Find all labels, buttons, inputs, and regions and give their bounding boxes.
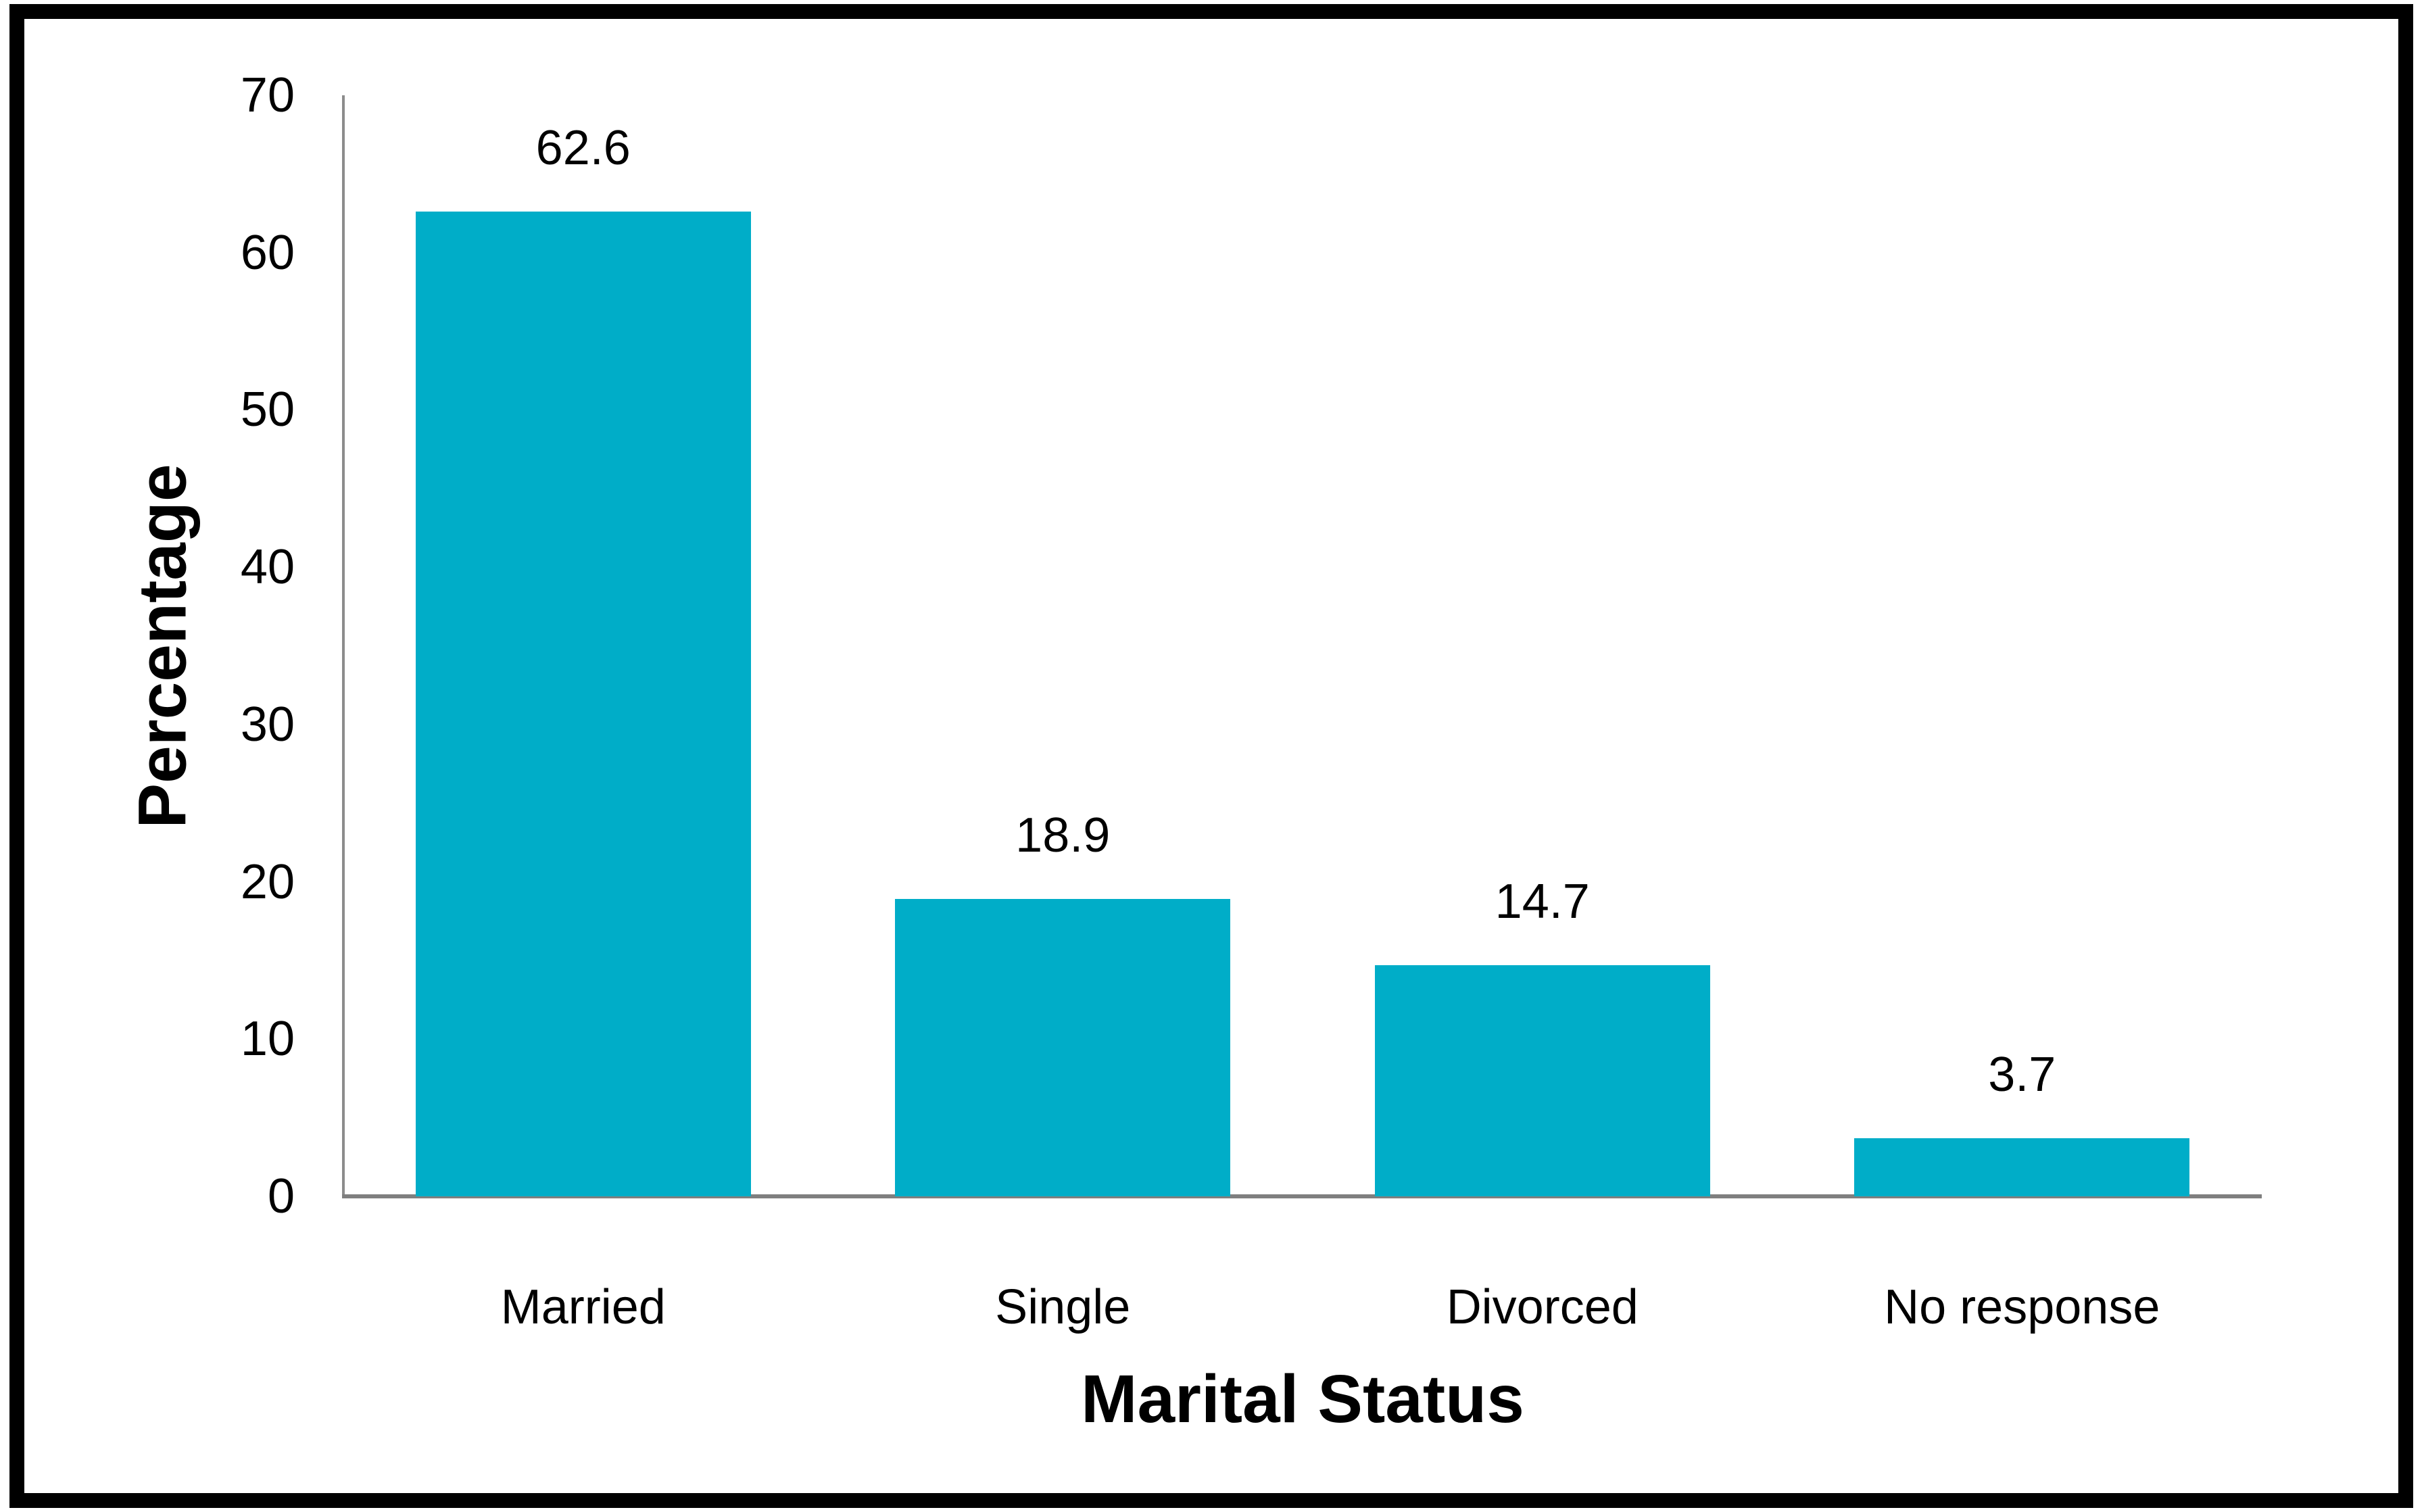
y-tick-label: 50 [240, 383, 295, 437]
bar-value-label: 62.6 [535, 121, 631, 176]
category-label: Divorced [1446, 1280, 1639, 1334]
bars-container: 62.6 18.9 14.7 3.7 [343, 95, 2262, 1196]
bar [895, 899, 1231, 1196]
y-axis-title: Percentage [124, 464, 201, 829]
y-tick-label: 30 [240, 697, 295, 752]
x-axis-category-labels: Married Single Divorced No response [343, 1283, 2262, 1332]
y-axis-line [342, 95, 345, 1196]
bar-slot: 18.9 [823, 95, 1303, 1196]
y-tick-label: 40 [240, 540, 295, 595]
bar-slot: 62.6 [343, 95, 823, 1196]
bar [415, 212, 751, 1196]
y-tick-label: 0 [267, 1169, 295, 1223]
bar-slot: 14.7 [1303, 95, 1783, 1196]
y-tick-label: 10 [240, 1012, 295, 1067]
chart-frame: Percentage Marital Status 0 10 20 30 40 50 60 7… [9, 4, 2413, 1508]
y-tick-label: 70 [240, 68, 295, 122]
plot-area: 0 10 20 30 40 50 60 70 62.6 18.9 14.7 3.7 Married S… [241, 71, 2262, 1332]
bar-slot: 3.7 [1783, 95, 2262, 1196]
x-axis-baseline [342, 1194, 2262, 1198]
bar [1854, 1138, 2190, 1196]
bar-value-label: 3.7 [1988, 1047, 2056, 1102]
bar [1374, 965, 1710, 1196]
y-tick-label: 60 [240, 225, 295, 280]
bar-value-label: 18.9 [1015, 808, 1111, 863]
category-label: Single [995, 1280, 1131, 1334]
y-tick-label: 20 [240, 854, 295, 909]
category-label: Married [500, 1280, 666, 1334]
bar-value-label: 14.7 [1495, 874, 1590, 929]
category-label: No response [1884, 1280, 2160, 1334]
x-axis-title: Marital Status [1081, 1361, 1524, 1437]
